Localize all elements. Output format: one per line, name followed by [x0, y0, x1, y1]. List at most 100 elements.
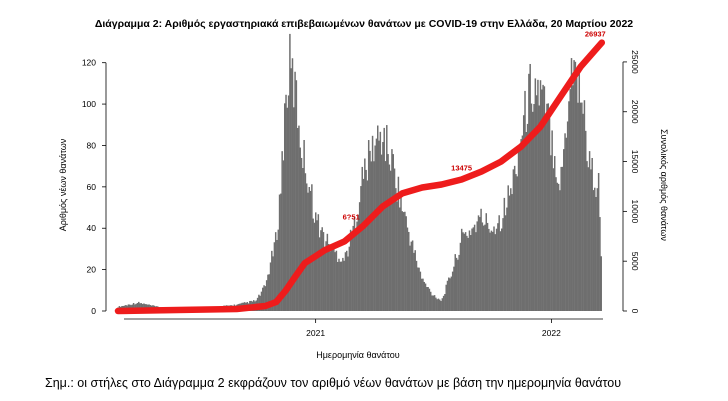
bar — [579, 102, 582, 311]
bar — [333, 246, 335, 311]
bar — [136, 302, 139, 311]
bar — [445, 284, 447, 311]
bar — [424, 283, 427, 311]
bar — [463, 233, 466, 311]
bar — [556, 182, 559, 311]
bar — [373, 161, 375, 311]
bar — [262, 287, 264, 311]
bar — [458, 254, 460, 311]
bar — [490, 230, 493, 311]
bar — [364, 158, 366, 311]
bar — [402, 212, 405, 311]
bar — [504, 215, 507, 311]
bar — [336, 261, 339, 311]
bar — [378, 140, 380, 311]
bar — [276, 239, 278, 311]
bar — [588, 151, 591, 311]
bar — [568, 101, 570, 311]
bar — [377, 125, 379, 312]
bar — [326, 233, 329, 311]
bar — [561, 166, 564, 311]
bar — [484, 224, 486, 311]
bar — [455, 257, 458, 311]
bar — [520, 139, 522, 311]
bar — [551, 130, 553, 311]
bar — [542, 84, 544, 311]
bar — [278, 194, 281, 311]
bar — [517, 147, 520, 311]
bar — [140, 303, 143, 311]
bar — [544, 119, 547, 311]
bar — [264, 286, 267, 311]
bar — [506, 207, 508, 311]
bar — [309, 190, 312, 311]
bar — [534, 78, 537, 312]
right-tick-label: 15000 — [630, 150, 640, 174]
annotation-label: 13475 — [451, 164, 472, 173]
annotation-label: 26937 — [585, 30, 606, 39]
bar — [467, 237, 469, 311]
bar — [423, 281, 425, 311]
bar — [400, 197, 402, 311]
chart-title: Διάγραμμα 2: Αριθμός εργαστηριακά επιβεβ… — [95, 18, 633, 30]
bar — [433, 295, 436, 311]
bar — [497, 223, 499, 311]
bar — [379, 131, 382, 311]
bar — [428, 288, 431, 311]
bar — [462, 232, 464, 311]
bar — [555, 177, 557, 311]
bar — [511, 194, 513, 311]
line-series — [114, 39, 606, 315]
bar — [396, 201, 398, 311]
bar — [596, 188, 599, 311]
bar — [135, 303, 137, 311]
bar — [493, 226, 495, 311]
bar — [269, 262, 272, 311]
bar — [441, 298, 444, 311]
bar — [417, 267, 419, 311]
bar — [448, 277, 450, 311]
bar — [480, 208, 482, 311]
bar — [464, 232, 467, 311]
bar — [451, 271, 454, 311]
bar — [320, 230, 322, 311]
bar — [294, 71, 296, 311]
bar — [280, 193, 282, 311]
bar — [419, 271, 422, 311]
bar — [384, 161, 387, 311]
left-tick-label: 60 — [87, 182, 97, 192]
bar — [582, 113, 584, 311]
x-tick-label: 2022 — [542, 328, 561, 338]
bar — [287, 95, 290, 311]
bar — [507, 185, 509, 311]
bar — [358, 202, 361, 311]
bar — [528, 73, 530, 311]
bar — [263, 285, 265, 311]
bar — [592, 190, 595, 311]
bar — [486, 222, 489, 311]
bar — [361, 166, 363, 311]
bar — [479, 217, 481, 311]
bar — [548, 118, 551, 311]
bar — [366, 180, 369, 311]
bar — [415, 260, 418, 311]
bar — [494, 234, 497, 311]
left-tick-label: 80 — [87, 140, 97, 150]
bar — [321, 227, 323, 311]
bar — [591, 157, 593, 311]
bar — [260, 291, 263, 311]
left-tick-label: 40 — [87, 223, 97, 233]
bar — [313, 222, 316, 311]
bar — [268, 274, 270, 311]
bar — [296, 127, 299, 312]
bar — [370, 161, 373, 311]
bar — [581, 102, 583, 311]
bar — [138, 301, 140, 311]
bar — [516, 176, 519, 311]
bar — [404, 211, 406, 311]
bar — [300, 157, 303, 311]
bar — [488, 228, 490, 311]
bar — [418, 267, 420, 311]
bar — [594, 187, 596, 311]
bar — [498, 215, 500, 311]
